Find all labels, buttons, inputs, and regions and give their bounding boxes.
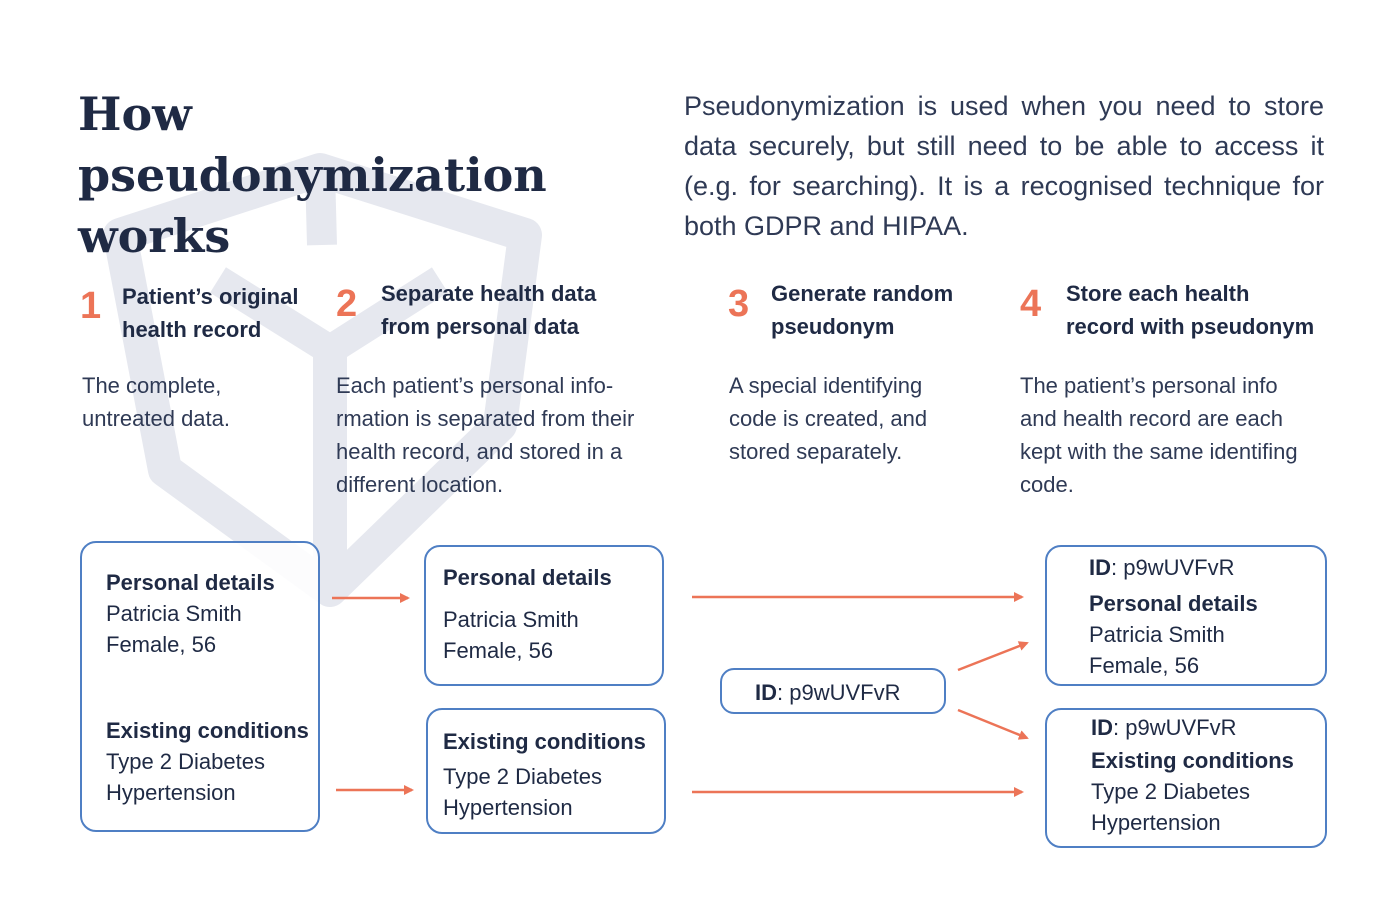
intro-paragraph: Pseudonymization is used when you need t…	[684, 91, 1324, 241]
stored-conditions-box	[1045, 708, 1327, 848]
separated-conditions-box	[426, 708, 666, 834]
original-record-box	[80, 541, 320, 832]
step-2-number: 2	[336, 283, 358, 325]
step-1-description: The complete, untreated data.	[82, 373, 231, 431]
original-existing-conditions: Existing conditions Type 2 Diabetes Hype…	[106, 718, 309, 805]
page-title: How pseudonymization works	[78, 87, 547, 263]
stored-personal-details: ID: p9wUVFvR Personal details Patricia S…	[1089, 555, 1258, 678]
step-4-number: 4	[1020, 283, 1042, 325]
arrow-pseudonym-to-stored-personal	[957, 641, 1029, 672]
step-4-title: Store each health record with pseudonym	[1066, 281, 1315, 339]
step-4-description: The patient’s personal info and health re…	[1020, 373, 1298, 497]
step-1-title: Patient’s original health record	[122, 284, 299, 342]
step-2-title: Separate health data from personal data	[381, 281, 597, 339]
pseudonym-box	[720, 668, 946, 714]
arrow-pseudonym-to-stored-conditions	[957, 708, 1029, 740]
step-3-number: 3	[728, 283, 750, 325]
separated-personal-details: Personal details Patricia Smith Female, …	[443, 565, 612, 663]
step-3-title: Generate random pseudonym	[771, 281, 954, 339]
step-1-number: 1	[80, 285, 102, 327]
step-3-description: A special identifying code is created, an…	[729, 373, 928, 464]
pseudonym-id: ID: p9wUVFvR	[755, 680, 901, 705]
original-personal-details: Personal details Patricia Smith Female, …	[106, 570, 275, 657]
stored-personal-box	[1045, 545, 1327, 686]
step-2-description: Each patient’s personal info-rmation is …	[336, 373, 635, 497]
separated-personal-box	[424, 545, 664, 686]
separated-existing-conditions: Existing conditions Type 2 Diabetes Hype…	[443, 729, 646, 820]
stored-existing-conditions: ID: p9wUVFvR Existing conditions Type 2 …	[1091, 715, 1294, 835]
